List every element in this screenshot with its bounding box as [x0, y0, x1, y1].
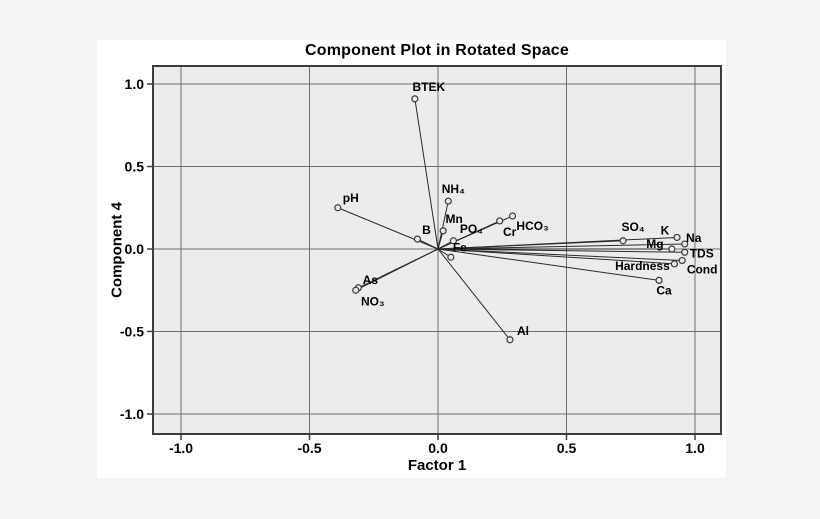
data-point-label: Cr — [503, 225, 517, 239]
data-point-label: Fe — [453, 240, 467, 254]
x-tick-label: -0.5 — [297, 440, 321, 456]
data-point-marker — [668, 245, 676, 253]
loading-vector — [355, 248, 439, 291]
data-point-label: SO₄ — [622, 220, 645, 234]
data-point-label: Na — [686, 231, 702, 245]
data-point-marker — [670, 260, 679, 268]
data-point-label: PO₄ — [460, 222, 483, 236]
data-point-label: Al — [517, 324, 529, 338]
data-point-marker — [411, 95, 419, 103]
data-point-label: As — [363, 273, 379, 287]
data-point-marker — [506, 336, 514, 344]
x-tick-label: 0.5 — [557, 440, 577, 456]
loading-vector — [437, 201, 449, 250]
data-point-marker — [678, 256, 686, 265]
data-point-label: NO₃ — [361, 294, 385, 308]
data-point-marker — [508, 212, 517, 220]
data-point-label: B — [422, 223, 431, 237]
data-point-marker — [681, 248, 689, 256]
loading-vector — [437, 236, 678, 250]
chart-title: Component Plot in Rotated Space — [305, 42, 569, 59]
data-point-marker — [444, 197, 452, 205]
y-tick-label: -1.0 — [120, 406, 144, 422]
data-point-label: TDS — [690, 246, 714, 260]
loading-vector — [437, 248, 683, 262]
data-point-label: Cond — [687, 263, 718, 277]
data-point-label: K — [661, 223, 670, 237]
loading-vector — [437, 248, 511, 341]
data-point-marker — [496, 217, 504, 225]
y-axis-title: Component 4 — [108, 202, 126, 298]
y-tick-label: -0.5 — [120, 324, 144, 340]
loading-vector — [437, 248, 675, 265]
data-point-marker — [352, 286, 360, 294]
data-point-label: Mn — [445, 212, 462, 226]
data-point-label: BTEK — [413, 80, 446, 94]
loading-vector — [414, 98, 439, 250]
data-point-marker — [681, 240, 689, 248]
data-point-marker — [439, 227, 447, 235]
data-point-marker — [413, 235, 422, 243]
data-point-label: Mg — [646, 237, 663, 251]
data-point-marker — [655, 276, 663, 284]
data-point-label: Ca — [656, 283, 672, 297]
data-point-marker — [673, 233, 681, 242]
data-point-label: pH — [343, 191, 359, 205]
data-point-marker — [619, 237, 627, 245]
loading-vector — [417, 238, 439, 250]
y-tick-label: 0.5 — [125, 159, 145, 175]
data-point-label: NH₄ — [442, 182, 465, 196]
x-tick-label: 0.0 — [428, 440, 448, 456]
data-point-marker — [334, 204, 342, 212]
data-point-marker — [449, 237, 458, 245]
y-tick-label: 0.0 — [125, 241, 145, 257]
x-tick-label: 1.0 — [685, 440, 705, 456]
x-axis-title: Factor 1 — [407, 457, 467, 474]
plot-border — [152, 65, 722, 435]
data-point-marker — [447, 253, 455, 261]
loading-vector — [437, 248, 660, 281]
data-point-label: HCO₃ — [516, 219, 548, 233]
loading-vector — [337, 207, 439, 250]
loading-vector — [437, 248, 685, 253]
loading-vector — [437, 243, 685, 250]
data-point-label: Hardness — [615, 259, 670, 273]
x-tick-label: -1.0 — [169, 440, 193, 456]
y-tick-label: 1.0 — [125, 76, 145, 92]
